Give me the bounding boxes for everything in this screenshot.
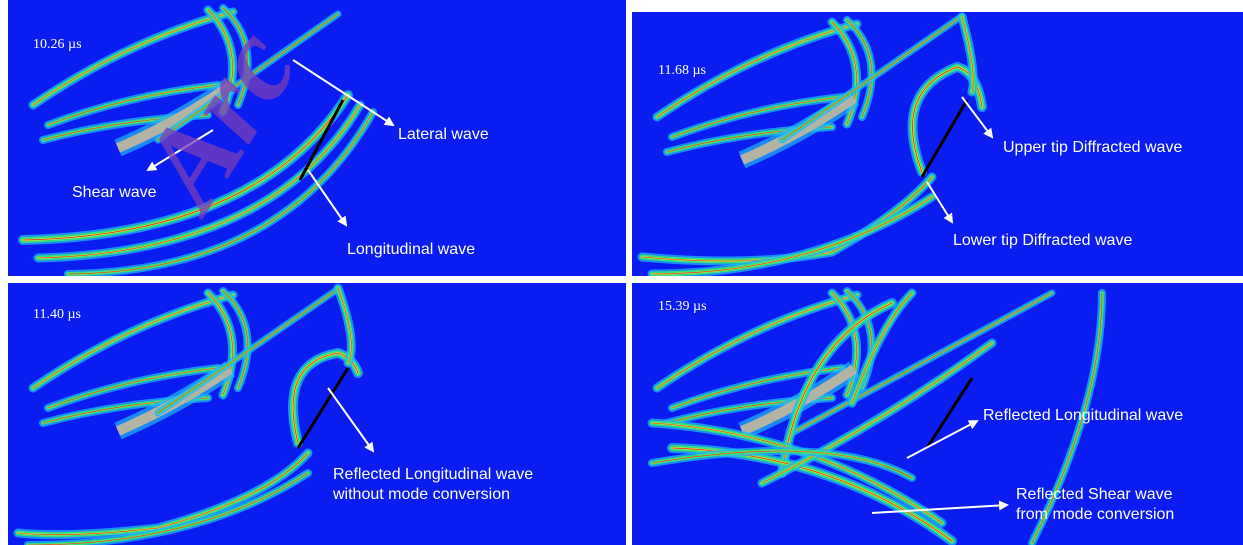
- annotation: without mode conversion: [332, 486, 510, 503]
- time-label: 11.68 µs: [658, 63, 706, 78]
- panel: [8, 283, 626, 545]
- page: {"watermark": "Arc", "panels": [ {"time"…: [0, 0, 1243, 545]
- annotation: Longitudinal wave: [347, 241, 475, 258]
- annotation: Lower tip Diffracted wave: [953, 232, 1132, 249]
- panel: [8, 0, 626, 276]
- annotation: Shear wave: [72, 184, 157, 201]
- annotation: Reflected Longitudinal wave: [983, 407, 1183, 424]
- time-label: 11.40 µs: [33, 307, 81, 322]
- annotation: Lateral wave: [398, 126, 489, 143]
- annotation: Reflected Longitudinal wave: [333, 466, 533, 483]
- annotation: Upper tip Diffracted wave: [1003, 139, 1182, 156]
- time-label: 10.26 µs: [33, 37, 82, 52]
- time-label: 15.39 µs: [658, 299, 707, 314]
- figure: 10.26 µs Lateral wave Shear wave Longitu…: [0, 0, 1243, 545]
- annotation: from mode conversion: [1016, 506, 1174, 523]
- annotation: Reflected Shear wave: [1016, 486, 1173, 503]
